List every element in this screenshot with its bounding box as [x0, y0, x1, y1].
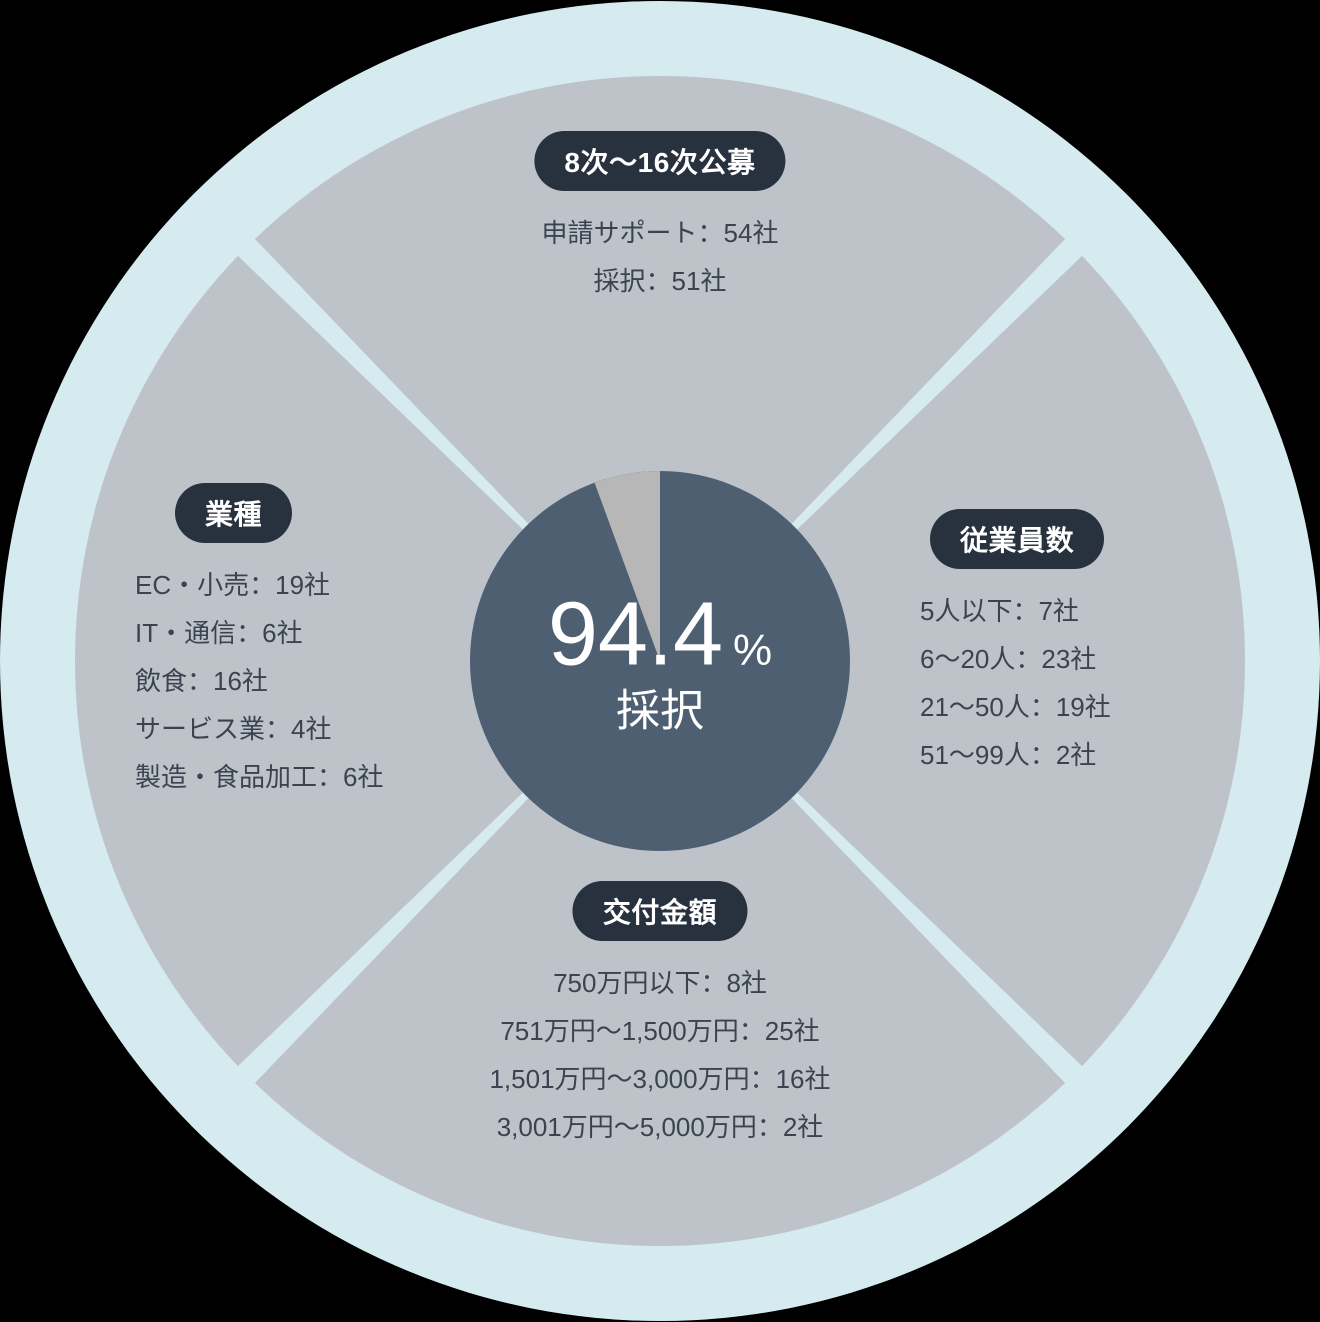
list-bottom: 750万円以下：8社751万円～1,500万円：25社1,501万円～3,000… [489, 959, 830, 1151]
list-item: 51～99人：2社 [920, 731, 1111, 779]
pill-left: 業種 [175, 483, 292, 543]
list-item: IT・通信：6社 [135, 609, 415, 657]
pill-top: 8次～16次公募 [534, 131, 785, 191]
section-left: 業種 EC・小売：19社IT・通信：6社飲食：16社サービス業：4社製造・食品加… [135, 483, 415, 801]
list-item: 1,501万円～3,000万円：16社 [489, 1055, 830, 1103]
list-item: EC・小売：19社 [135, 561, 415, 609]
list-item: 21～50人：19社 [920, 683, 1111, 731]
list-item: 申請サポート：54社 [534, 209, 785, 257]
section-right: 従業員数 5人以下：7社6～20人：23社21～50人：19社51～99人：2社 [920, 509, 1111, 779]
pill-right: 従業員数 [930, 509, 1104, 569]
list-item: 製造・食品加工：6社 [135, 753, 415, 801]
section-top: 8次～16次公募 申請サポート：54社採択：51社 [534, 131, 785, 305]
list-item: サービス業：4社 [135, 705, 415, 753]
section-bottom: 交付金額 750万円以下：8社751万円～1,500万円：25社1,501万円～… [489, 881, 830, 1151]
list-item: 3,001万円～5,000万円：2社 [489, 1103, 830, 1151]
list-item: 5人以下：7社 [920, 587, 1111, 635]
list-item: 採択：51社 [534, 257, 785, 305]
list-right: 5人以下：7社6～20人：23社21～50人：19社51～99人：2社 [920, 587, 1111, 779]
list-item: 750万円以下：8社 [489, 959, 830, 1007]
list-item: 751万円～1,500万円：25社 [489, 1007, 830, 1055]
list-left: EC・小売：19社IT・通信：6社飲食：16社サービス業：4社製造・食品加工：6… [135, 561, 415, 801]
list-item: 飲食：16社 [135, 657, 415, 705]
infographic-stage: 94.4 % 採択 8次～16次公募 申請サポート：54社採択：51社 従業員数… [0, 1, 1320, 1321]
pill-bottom: 交付金額 [573, 881, 747, 941]
list-item: 6～20人：23社 [920, 635, 1111, 683]
list-top: 申請サポート：54社採択：51社 [534, 209, 785, 305]
